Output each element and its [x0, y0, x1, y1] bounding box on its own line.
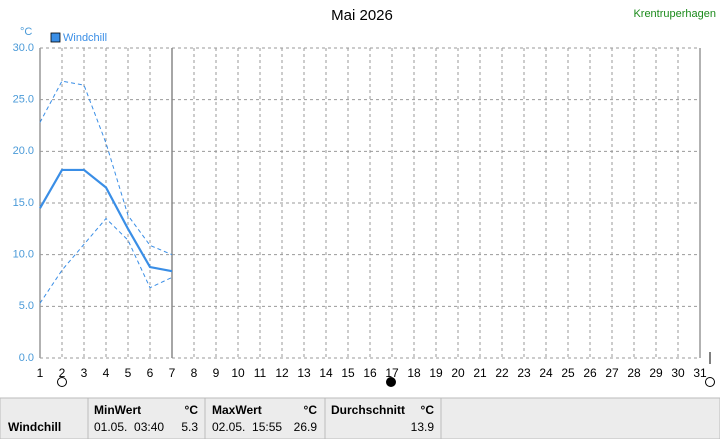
x-tick-label: 9	[213, 366, 220, 380]
series-line	[39, 168, 173, 273]
y-tick-label: 10.0	[13, 249, 34, 261]
x-tick-label: 28	[627, 366, 641, 380]
max-unit: °C	[304, 403, 318, 417]
chart-title: Mai 2026	[331, 7, 393, 24]
max-header: MaxWert	[212, 403, 262, 417]
min-unit: °C	[185, 403, 199, 417]
x-tick-label: 25	[561, 366, 575, 380]
x-tick-label: 2	[59, 366, 66, 380]
legend-swatch	[50, 32, 61, 43]
avg-unit: °C	[421, 403, 435, 417]
x-tick-label: 4	[103, 366, 110, 380]
min-time: 01.05. 03:40	[94, 420, 164, 434]
x-tick-label: 3	[81, 366, 88, 380]
range-line	[39, 217, 173, 304]
max-time: 02.05. 15:55	[212, 420, 282, 434]
x-tick-label: 27	[605, 366, 619, 380]
x-tick-label: 17	[385, 366, 399, 380]
y-tick-label: 20.0	[13, 145, 34, 157]
x-tick-label: 20	[451, 366, 465, 380]
y-tick-label: 0.0	[19, 352, 34, 364]
y-tick-label: 25.0	[13, 94, 34, 106]
min-value: 5.3	[181, 420, 198, 434]
min-header: MinWert	[94, 403, 141, 417]
x-tick-label: 1	[37, 366, 44, 380]
avg-header: Durchschnitt	[331, 403, 405, 417]
max-value: 26.9	[294, 420, 318, 434]
x-tick-label: 6	[147, 366, 154, 380]
x-tick-label: 26	[583, 366, 597, 380]
x-tick-label: 15	[341, 366, 355, 380]
location: Krentruperhagen	[633, 8, 716, 20]
legend-label: Windchill	[63, 32, 107, 44]
x-tick-label: 24	[539, 366, 553, 380]
x-tick-label: 22	[495, 366, 509, 380]
y-tick-label: 30.0	[13, 42, 34, 54]
moon-new	[386, 377, 396, 387]
avg-value: 13.9	[411, 420, 435, 434]
moon-full	[705, 377, 715, 387]
summary-bg	[0, 397, 720, 439]
x-tick-label: 13	[297, 366, 311, 380]
x-tick-label: 12	[275, 366, 289, 380]
x-tick-label: 23	[517, 366, 531, 380]
x-tick-label: 5	[125, 366, 132, 380]
x-tick-label: 29	[649, 366, 663, 380]
summary-table: Windchill MinWert °C 01.05. 03:40 5.3 Ma…	[0, 397, 720, 439]
moon-full	[57, 377, 67, 387]
y-tick-label: 15.0	[13, 197, 34, 209]
y-tick-label: 5.0	[19, 300, 34, 312]
summary-name: Windchill	[8, 420, 61, 434]
x-tick-label: 16	[363, 366, 377, 380]
x-tick-label: 8	[191, 366, 198, 380]
x-tick-label: 31	[693, 366, 707, 380]
y-unit: °C	[20, 26, 32, 38]
x-tick-label: 14	[319, 366, 333, 380]
x-tick-label: 11	[254, 366, 267, 380]
x-tick-label: 30	[671, 366, 685, 380]
x-tick-label: 10	[231, 366, 245, 380]
x-tick-label: 21	[473, 366, 487, 380]
x-tick-label: 18	[407, 366, 421, 380]
x-tick-label: 19	[429, 366, 443, 380]
x-tick-label: 7	[169, 366, 176, 380]
